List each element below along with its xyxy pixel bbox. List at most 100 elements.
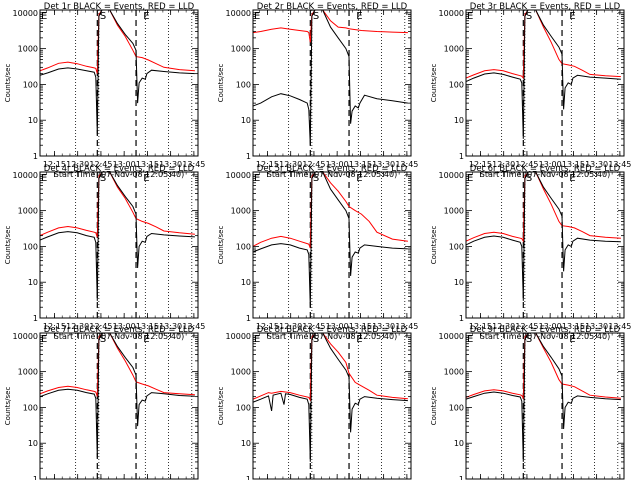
plot-frame	[252, 9, 412, 157]
y-tick-label: 1	[459, 152, 464, 161]
y-tick-label: 1	[246, 475, 251, 480]
y-tick-label: 1	[33, 314, 38, 323]
plot-frame	[252, 171, 412, 319]
panel-title: Det 5r BLACK = Events, RED = LLD	[257, 164, 408, 174]
x-tick-label: 13:30	[159, 322, 182, 331]
event-marker-label: E	[254, 11, 260, 22]
y-tick-label: 10000	[439, 332, 464, 341]
y-tick-label: 100	[236, 242, 251, 251]
event-marker-label: S	[313, 334, 319, 345]
x-tick-label: 12:30	[492, 322, 515, 331]
x-axis-label: Start Time (07-Nov-08 12:05:40)	[267, 332, 397, 341]
x-tick-label: 12:15	[469, 322, 492, 331]
y-axis-label: Counts/sec	[430, 387, 438, 426]
x-axis-label: Start Time (07-Nov-08 12:05:40)	[480, 332, 610, 341]
lld-series-line	[253, 172, 408, 249]
event-marker-label: S	[313, 173, 319, 184]
x-tick-label: 13:15	[136, 160, 159, 169]
panel-title: Det 8r BLACK = Events, RED = LLD	[257, 325, 408, 335]
y-tick-label: 10	[454, 439, 464, 448]
event-marker-label: S	[100, 11, 106, 22]
x-tick-label: 12:30	[66, 322, 89, 331]
lld-series-line	[40, 333, 195, 397]
x-tick-label: 13:45	[182, 160, 205, 169]
y-axis-label: Counts/sec	[217, 226, 225, 265]
plot-frame	[39, 171, 199, 319]
y-tick-label: 1000	[444, 368, 464, 377]
panel-title: Det 2r BLACK = Events, RED = LLD	[257, 2, 408, 12]
x-tick-label: 13:45	[608, 322, 631, 331]
event-marker-label: S	[526, 11, 532, 22]
y-tick-label: 100	[449, 80, 464, 89]
event-marker-label: E	[356, 11, 362, 22]
x-tick-label: 12:30	[279, 322, 302, 331]
x-tick-label: 13:30	[585, 322, 608, 331]
y-tick-label: 10	[28, 116, 38, 125]
y-tick-label: 100	[23, 403, 38, 412]
event-marker-label: E	[569, 11, 575, 22]
panel-title: Det 4r BLACK = Events, RED = LLD	[44, 164, 195, 174]
detector-panel: 1 10 100 1000 10000 12:1512:3012:4513:0013:15…	[4, 325, 199, 480]
event-marker-label: E	[569, 173, 575, 184]
event-marker-label: E	[41, 11, 47, 22]
y-tick-label: 1	[246, 152, 251, 161]
events-series-line	[253, 10, 408, 146]
x-tick-label: 13:00	[113, 160, 136, 169]
y-tick-label: 10	[28, 439, 38, 448]
event-marker-label: E	[467, 334, 473, 345]
event-marker-label: S	[526, 173, 532, 184]
x-axis-label: Start Time (07-Nov-08 12:05:40)	[267, 170, 397, 179]
x-tick-label: 12:45	[302, 160, 325, 169]
y-axis-label: Counts/sec	[430, 226, 438, 265]
y-tick-label: 10000	[226, 171, 251, 180]
x-tick-label: 12:15	[43, 322, 66, 331]
panel-title: Det 6r BLACK = Events, RED = LLD	[470, 164, 621, 174]
y-tick-label: 10000	[13, 9, 38, 18]
events-series-line	[40, 10, 195, 135]
y-axis-label: Counts/sec	[4, 226, 12, 265]
x-tick-label: 13:00	[326, 322, 349, 331]
event-marker-label: E	[569, 334, 575, 345]
y-tick-label: 10	[241, 439, 251, 448]
event-marker-label: S	[526, 334, 532, 345]
events-series-line	[466, 333, 621, 462]
x-tick-label: 12:15	[256, 160, 279, 169]
y-tick-label: 1000	[231, 368, 251, 377]
x-tick-label: 13:15	[562, 160, 585, 169]
event-marker-label: E	[467, 11, 473, 22]
y-tick-label: 1000	[18, 45, 38, 54]
x-tick-label: 13:00	[113, 322, 136, 331]
lld-series-line	[466, 172, 621, 243]
y-axis-label: Counts/sec	[430, 64, 438, 103]
events-series-line	[253, 333, 408, 462]
x-tick-label: 13:00	[326, 160, 349, 169]
x-tick-label: 12:30	[66, 160, 89, 169]
y-tick-label: 1000	[18, 368, 38, 377]
y-tick-label: 10000	[439, 9, 464, 18]
y-tick-label: 100	[236, 80, 251, 89]
events-series-line	[466, 10, 621, 139]
x-tick-label: 13:45	[395, 160, 418, 169]
y-tick-label: 1	[33, 475, 38, 480]
lld-series-line	[40, 10, 195, 74]
y-axis-label: Counts/sec	[4, 387, 12, 426]
x-tick-label: 12:30	[492, 160, 515, 169]
x-tick-label: 13:15	[349, 322, 372, 331]
lld-series-line	[40, 172, 195, 238]
y-tick-label: 1000	[18, 207, 38, 216]
x-axis-label: Start Time (07-Nov-08 12:05:40)	[480, 170, 610, 179]
panel-title: Det 1r BLACK = Events, RED = LLD	[44, 2, 195, 12]
x-tick-label: 13:45	[395, 322, 418, 331]
event-marker-label: E	[356, 334, 362, 345]
plot-frame	[465, 9, 625, 157]
x-axis-label: Start Time (07-Nov-08 12:05:40)	[54, 170, 184, 179]
y-tick-label: 10	[454, 116, 464, 125]
events-series-line	[40, 333, 195, 458]
event-marker-label: E	[356, 173, 362, 184]
plot-frame	[39, 332, 199, 480]
y-tick-label: 1	[33, 152, 38, 161]
y-tick-label: 10000	[439, 171, 464, 180]
y-tick-label: 100	[23, 242, 38, 251]
